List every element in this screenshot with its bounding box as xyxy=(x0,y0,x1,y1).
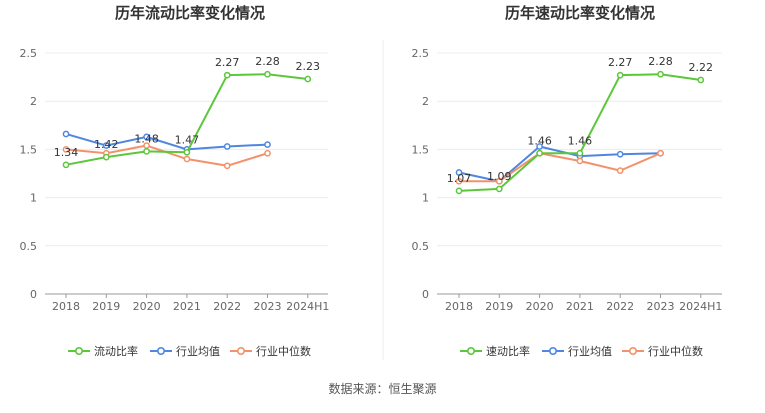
y-tick-label: 1.5 xyxy=(20,143,38,156)
data-point xyxy=(264,70,271,78)
x-tick-label: 2023 xyxy=(254,300,282,313)
data-point xyxy=(183,148,191,156)
y-tick-label: 0 xyxy=(422,288,429,301)
y-tick-label: 0 xyxy=(30,288,37,301)
legend-label: 速动比率 xyxy=(486,344,530,358)
legend-marker xyxy=(237,346,246,355)
data-point xyxy=(657,149,664,157)
data-point xyxy=(102,153,110,161)
data-label: 1.07 xyxy=(447,172,472,185)
quick-ratio-chart: 历年速动比率变化情况 0 0.5 1 1.5 2 2.5 2018 2019 2020 2021 20… xyxy=(412,4,723,358)
data-label: 2.27 xyxy=(608,56,633,69)
y-tick-label: 0.5 xyxy=(412,240,430,253)
x-tick-label: 2020 xyxy=(133,300,161,313)
x-tick-label: 2020 xyxy=(526,300,554,313)
data-label: 1.48 xyxy=(134,132,159,145)
data-point xyxy=(143,133,150,141)
data-label: 1.46 xyxy=(527,134,552,147)
legend-marker xyxy=(628,346,637,355)
data-point xyxy=(264,141,271,148)
data-point xyxy=(62,130,70,138)
data-point xyxy=(576,149,584,157)
x-tick-label: 2019 xyxy=(485,300,513,313)
data-point xyxy=(536,143,543,150)
y-tick-label: 2 xyxy=(30,95,37,108)
legend-label: 行业均值 xyxy=(176,345,220,358)
y-tick-label: 2 xyxy=(422,95,429,108)
data-point xyxy=(697,76,705,84)
data-source: 数据来源：恒生聚源 xyxy=(328,382,437,396)
legend-marker xyxy=(75,346,84,355)
x-tick-label: 2019 xyxy=(92,300,120,313)
data-point xyxy=(495,177,503,185)
legend-marker xyxy=(548,346,557,355)
data-point xyxy=(143,147,150,155)
series-line xyxy=(65,133,268,151)
y-tick-label: 1 xyxy=(422,192,429,205)
current-ratio-chart: 历年流动比率变化情况 0 0.5 1 1.5 2 2.5 2018 2019 2020 2021 20… xyxy=(20,4,330,358)
legend-marker xyxy=(466,346,475,355)
series-line xyxy=(459,152,661,183)
data-point xyxy=(576,157,584,165)
data-point xyxy=(455,187,463,195)
x-tick-label: 2023 xyxy=(647,300,675,313)
data-point xyxy=(102,142,110,149)
data-point xyxy=(223,71,231,79)
data-label: 1.34 xyxy=(54,146,79,159)
data-point xyxy=(455,177,463,185)
data-point xyxy=(616,71,624,79)
y-tick-label: 2.5 xyxy=(412,47,430,60)
chart-title: 历年速动比率变化情况 xyxy=(505,4,655,22)
legend-label: 行业中位数 xyxy=(256,344,311,358)
x-tick-label: 2022 xyxy=(606,300,634,313)
y-tick-label: 1.5 xyxy=(412,143,430,156)
chart-title: 历年流动比率变化情况 xyxy=(115,4,265,22)
x-tick-label: 2024H1 xyxy=(286,300,329,313)
x-tick-label: 2018 xyxy=(52,300,80,313)
data-point xyxy=(616,150,624,158)
data-point xyxy=(495,185,503,193)
data-point xyxy=(62,146,70,153)
data-point xyxy=(223,162,231,170)
data-point xyxy=(657,70,664,78)
data-point xyxy=(183,155,191,163)
legend-label: 流动比率 xyxy=(94,344,138,358)
legend-label: 行业均值 xyxy=(568,345,612,358)
data-label: 1.47 xyxy=(175,133,200,146)
data-point xyxy=(304,75,312,83)
x-tick-label: 2022 xyxy=(213,300,241,313)
x-tick-label: 2021 xyxy=(566,300,594,313)
data-label: 1.46 xyxy=(568,134,593,147)
data-label: 2.23 xyxy=(296,60,321,73)
x-tick-label: 2021 xyxy=(173,300,201,313)
series-line xyxy=(458,145,661,183)
y-tick-label: 0.5 xyxy=(20,240,38,253)
data-label: 2.27 xyxy=(215,56,240,69)
data-point xyxy=(62,161,70,169)
data-label: 1.42 xyxy=(94,138,119,151)
data-label: 2.22 xyxy=(689,61,714,74)
data-point xyxy=(264,149,271,157)
legend-label: 行业中位数 xyxy=(648,344,703,358)
x-tick-label: 2018 xyxy=(445,300,473,313)
y-tick-label: 1 xyxy=(30,192,37,205)
x-tick-label: 2024H1 xyxy=(679,300,722,313)
data-point xyxy=(455,169,463,176)
y-tick-label: 2.5 xyxy=(20,47,38,60)
legend-marker xyxy=(157,346,166,355)
data-point xyxy=(536,149,543,157)
data-label: 2.28 xyxy=(648,55,673,68)
data-point xyxy=(223,143,231,150)
data-point xyxy=(616,167,624,174)
data-label: 1.09 xyxy=(487,170,512,183)
data-label: 2.28 xyxy=(255,55,280,68)
